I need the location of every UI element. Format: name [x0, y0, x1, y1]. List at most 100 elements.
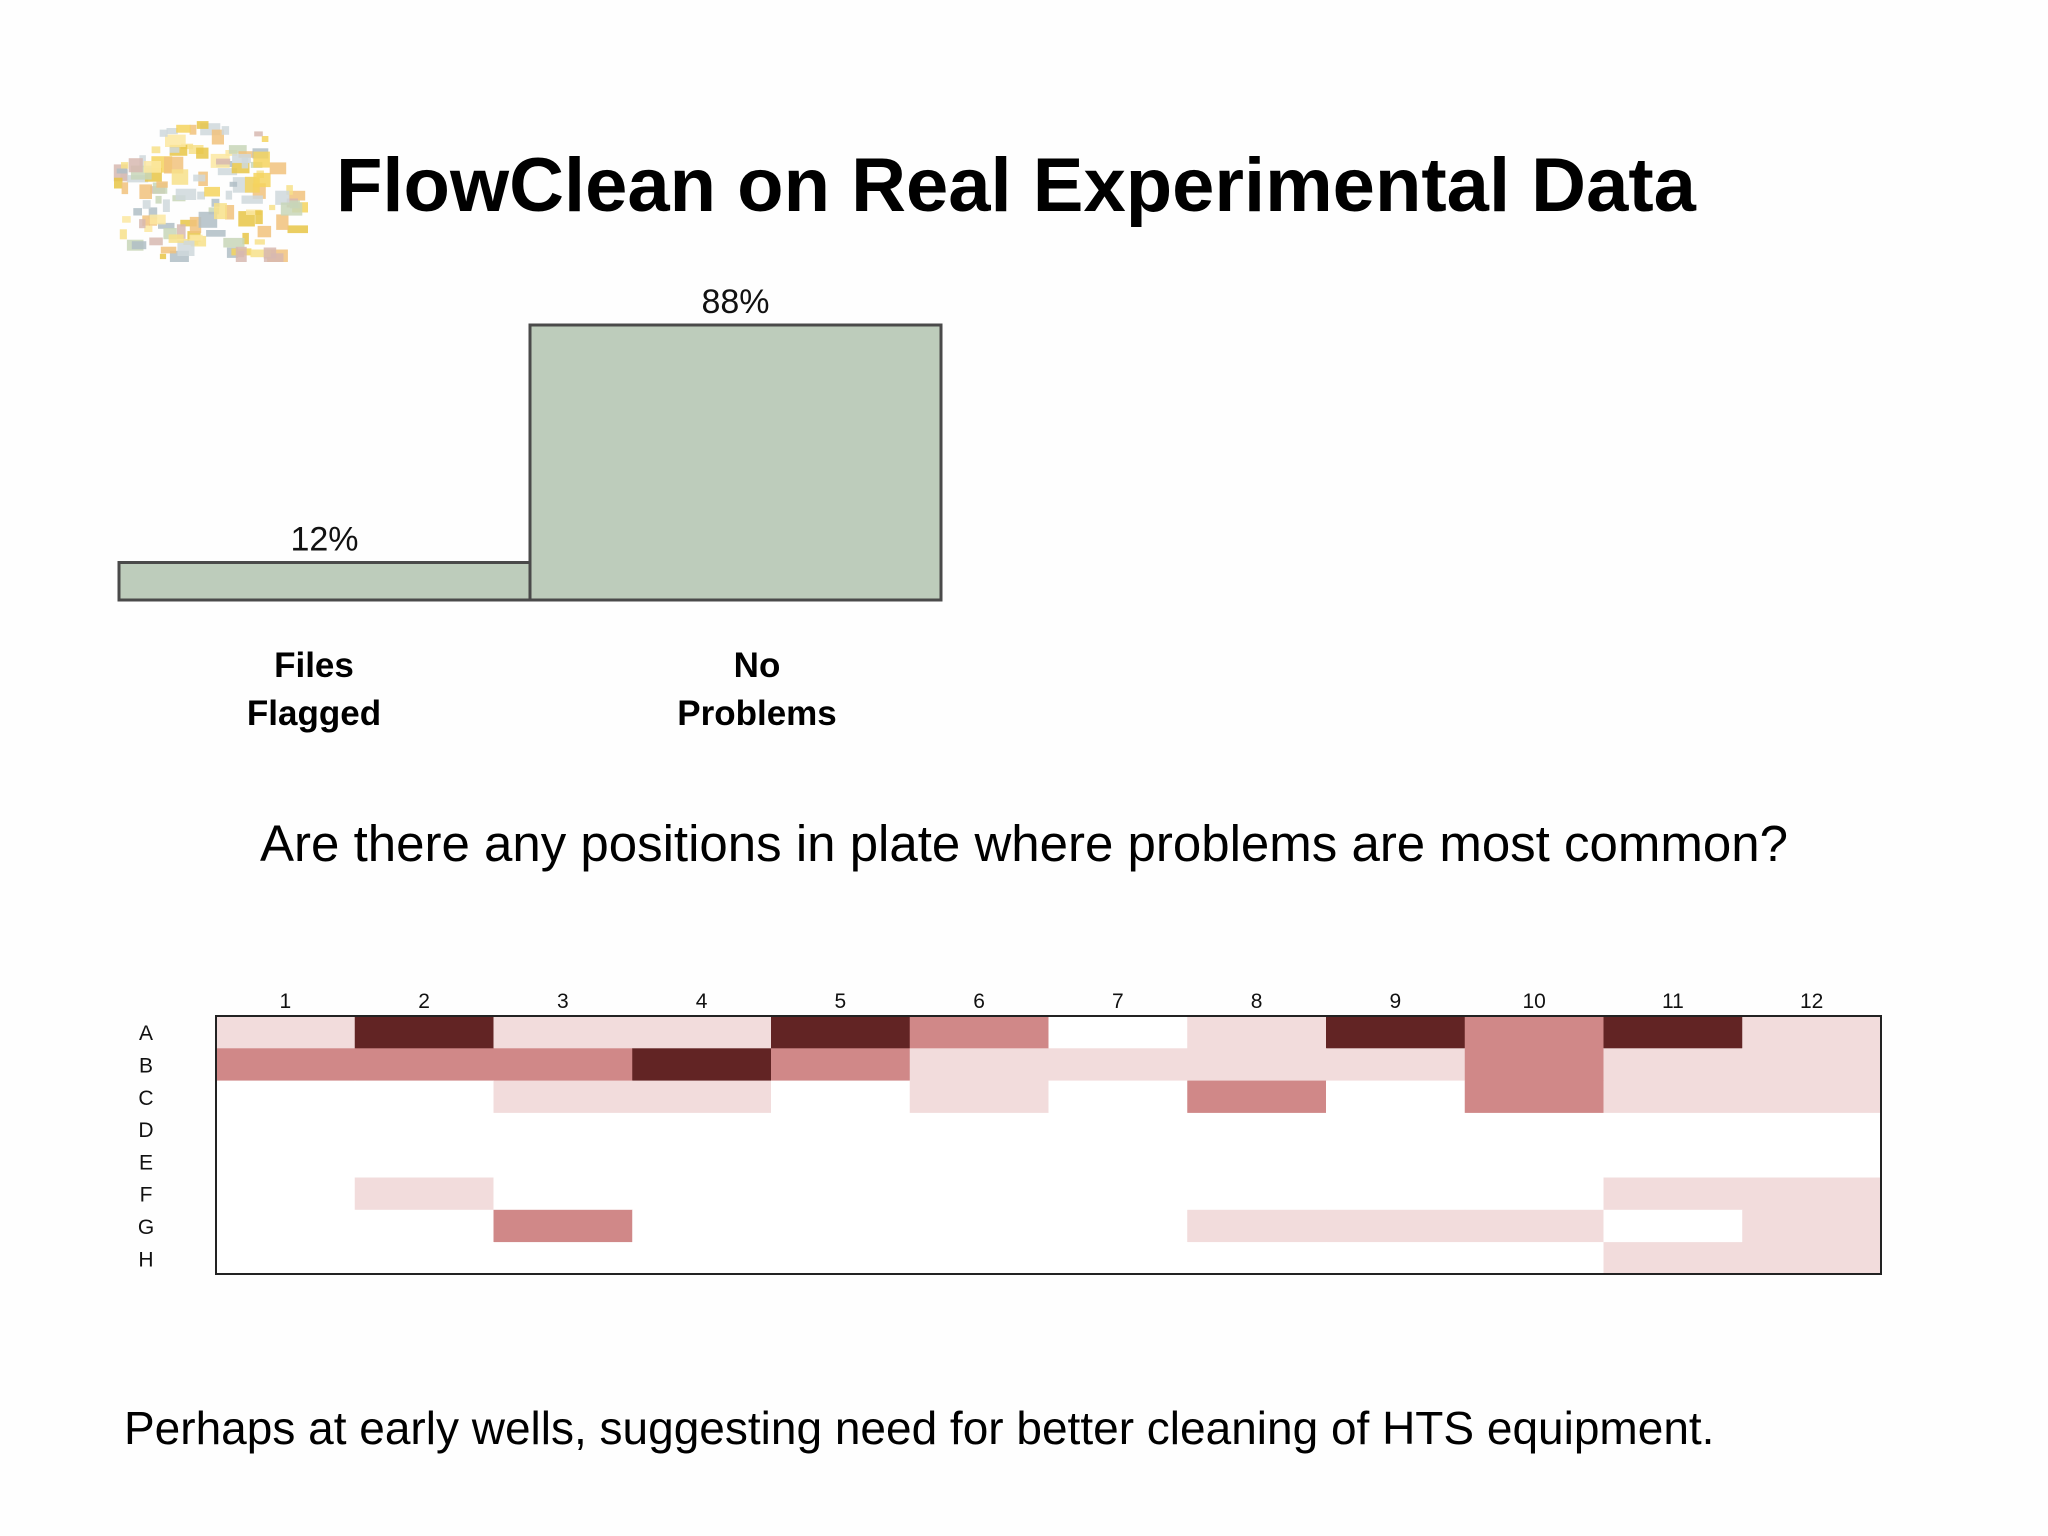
heat-cell-F3 [493, 1177, 633, 1211]
heat-cell-B1 [216, 1048, 356, 1082]
heat-cell-A6 [909, 1016, 1049, 1049]
heat-cell-H11 [1603, 1242, 1743, 1275]
heat-cell-A2 [354, 1016, 494, 1049]
logo-block [176, 124, 191, 133]
heat-cell-D9 [1326, 1112, 1466, 1146]
heat-cell-F6 [909, 1177, 1049, 1211]
logo-block [288, 190, 306, 201]
heat-cell-C8 [1187, 1080, 1327, 1114]
logo-block [143, 161, 161, 173]
logo-block [231, 162, 250, 174]
heat-cell-G3 [493, 1209, 633, 1243]
logo-block [254, 131, 263, 137]
logo-block [165, 134, 186, 147]
logo-block [144, 225, 153, 232]
heat-cell-E4 [632, 1145, 772, 1178]
column-label-11: 11 [1662, 990, 1684, 1013]
heat-cell-F1 [216, 1177, 356, 1211]
heat-cell-D6 [909, 1112, 1049, 1146]
logo-block [211, 198, 220, 207]
heat-cell-F11 [1603, 1177, 1743, 1211]
heat-cell-A5 [771, 1016, 911, 1049]
heat-cell-D5 [771, 1112, 911, 1146]
heat-cell-B10 [1464, 1048, 1604, 1082]
logo-block [176, 224, 186, 239]
column-label-1: 1 [280, 990, 292, 1013]
heat-cell-C4 [632, 1080, 772, 1114]
logo-block [139, 219, 146, 229]
heat-cell-G11 [1603, 1209, 1743, 1243]
heat-cell-A9 [1326, 1016, 1466, 1049]
logo-block [255, 210, 263, 225]
heat-cell-A10 [1464, 1016, 1604, 1049]
heat-cell-B7 [1048, 1048, 1188, 1082]
logo-block [131, 241, 147, 250]
logo-block [246, 209, 262, 215]
column-label-10: 10 [1522, 990, 1545, 1013]
logo-block [286, 185, 293, 195]
heat-cell-A8 [1187, 1016, 1327, 1049]
heat-cell-E9 [1326, 1145, 1466, 1178]
heat-cell-D3 [493, 1112, 633, 1146]
heat-cell-E3 [493, 1145, 633, 1178]
heat-cell-A11 [1603, 1016, 1743, 1049]
logo-block [121, 162, 129, 169]
heat-cell-A4 [632, 1016, 772, 1049]
logo-block [119, 229, 127, 240]
heat-cell-G9 [1326, 1209, 1466, 1243]
logo-block [151, 146, 161, 154]
heat-cell-B11 [1603, 1048, 1743, 1082]
column-label-9: 9 [1390, 990, 1402, 1013]
logo-block [142, 200, 151, 209]
logo-block [193, 174, 206, 182]
column-label-5: 5 [835, 990, 847, 1013]
logo-block [263, 247, 277, 259]
logo-block [122, 216, 131, 223]
logo-block [189, 234, 203, 241]
heat-cell-C12 [1742, 1080, 1882, 1114]
logo-block [169, 250, 189, 262]
logo-block [214, 203, 227, 220]
column-label-3: 3 [557, 990, 569, 1013]
logo-block [196, 147, 209, 159]
logo-block [238, 251, 245, 258]
heat-cell-H3 [493, 1242, 633, 1275]
heat-cell-D4 [632, 1112, 772, 1146]
logo-block [155, 195, 162, 204]
logo-block [156, 181, 168, 188]
logo-block [168, 234, 184, 243]
heat-cell-B12 [1742, 1048, 1882, 1082]
row-label-A: A [139, 1022, 153, 1045]
column-label-12: 12 [1800, 990, 1823, 1013]
column-label-7: 7 [1112, 990, 1124, 1013]
logo-block [206, 230, 226, 237]
heat-cell-A1 [216, 1016, 356, 1049]
heat-cell-H8 [1187, 1242, 1327, 1275]
logo-block [242, 232, 249, 245]
heatmap-frame [215, 1015, 1882, 1275]
category-label-files-flagged: Files Flagged [246, 646, 382, 733]
heat-cell-C7 [1048, 1080, 1188, 1114]
logo-block [149, 237, 163, 246]
heat-cell-C11 [1603, 1080, 1743, 1114]
heat-cell-E12 [1742, 1145, 1882, 1178]
logo-block [229, 181, 238, 187]
logo-block [169, 147, 180, 153]
heat-cell-F2 [354, 1177, 494, 1211]
logo-block [198, 211, 218, 228]
heat-cell-A7 [1048, 1016, 1188, 1049]
logo-block [223, 237, 245, 248]
logo-block [261, 136, 269, 142]
heat-cell-C1 [216, 1080, 356, 1114]
heat-cell-B2 [354, 1048, 494, 1082]
column-label-6: 6 [973, 990, 985, 1013]
logo-block [275, 190, 290, 205]
logo-block [128, 158, 143, 173]
heat-cell-E1 [216, 1145, 356, 1178]
column-label-4: 4 [696, 990, 708, 1013]
heat-cell-H5 [771, 1242, 911, 1275]
logo-block [162, 199, 170, 212]
logo-block [189, 216, 202, 234]
heat-cell-A3 [493, 1016, 633, 1049]
